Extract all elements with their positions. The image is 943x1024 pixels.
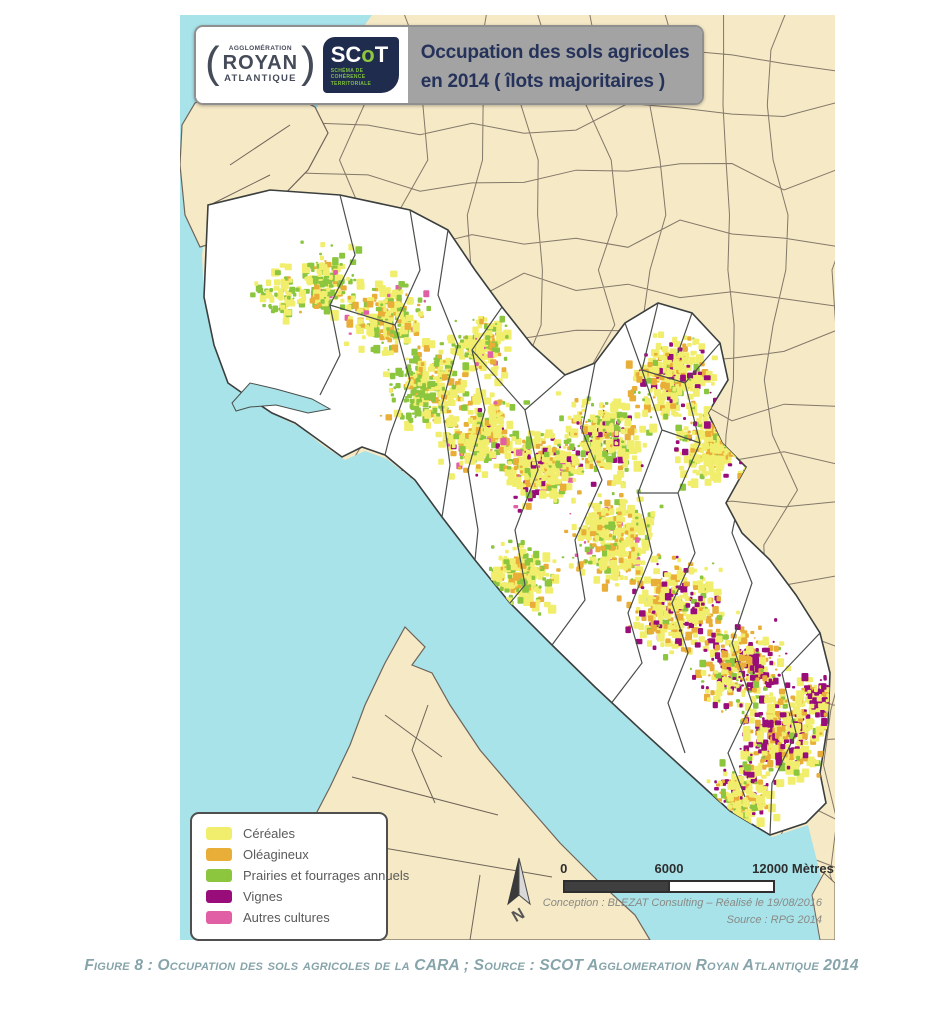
map-title-line2: en 2014 ( îlots majoritaires ) xyxy=(420,71,665,93)
compass-label: N xyxy=(509,905,529,926)
scot-subtitle: SCHÉMA DE COHÉRENCE TERRITORIALE xyxy=(330,67,372,87)
legend-swatch-prairies xyxy=(206,869,232,882)
legend-item-prairies: Prairies et fourrages annuels xyxy=(206,868,409,883)
credits-line1: Conception : BLEZAT Consulting – Réalisé… xyxy=(542,897,822,909)
legend-item-vignes: Vignes xyxy=(206,889,374,904)
medoc-lines xyxy=(319,704,553,940)
legend: Céréales Oléagineux Prairies et fourrage… xyxy=(190,812,409,941)
scale-bar-graphic xyxy=(563,880,775,893)
legend-label: Autres cultures xyxy=(243,910,330,925)
scot-logo: SCoT SCHÉMA DE COHÉRENCE TERRITORIALE xyxy=(322,36,399,94)
north-arrow-icon xyxy=(507,857,531,906)
scale-bar: 0 6000 12000 Mètres xyxy=(560,861,834,893)
legend-label: Oléagineux xyxy=(243,847,309,862)
map-svg xyxy=(180,15,835,940)
legend-swatch-autres xyxy=(206,911,232,924)
legend-swatch-cereales xyxy=(206,827,232,840)
cara-logo: ( AGGLOMÉRATION ROYAN ATLANTIQUE ) xyxy=(205,38,316,88)
scot-sc: SC xyxy=(330,41,362,67)
map-title-block: ( AGGLOMÉRATION ROYAN ATLANTIQUE ) SCoT … xyxy=(194,25,705,105)
figure-caption: Figure 8 : Occupation des sols agricoles… xyxy=(84,957,859,974)
cara-line1: AGGLOMÉRATION xyxy=(228,45,292,53)
compass: N xyxy=(502,905,536,926)
legend-item-cereales: Céréales xyxy=(206,826,374,841)
water-estuary xyxy=(180,15,830,940)
legend-item-oleagineux: Oléagineux xyxy=(206,847,374,862)
seudre-inlet xyxy=(231,382,332,414)
map-credits: Conception : BLEZAT Consulting – Réalisé… xyxy=(543,895,822,929)
legend-label: Céréales xyxy=(243,826,296,841)
cara-paren-open: ( xyxy=(205,38,220,88)
legend-swatch-vignes xyxy=(206,890,232,903)
map-title-line1: Occupation des sols agricoles xyxy=(420,42,690,63)
legend-swatch-oleagineux xyxy=(206,848,232,861)
cara-paren-close: ) xyxy=(301,38,316,88)
legend-label: Prairies et fourrages annuels xyxy=(243,868,410,883)
map-frame: ( AGGLOMÉRATION ROYAN ATLANTIQUE ) SCoT … xyxy=(180,15,835,941)
land-corner-se xyxy=(811,872,835,940)
island-lines xyxy=(209,124,291,206)
cara-line3: ATLANTIQUE xyxy=(224,72,297,84)
scale-tick-start: 0 xyxy=(560,861,568,876)
scale-tick-end: 12000 Mètres xyxy=(752,861,834,876)
logos-panel: ( AGGLOMÉRATION ROYAN ATLANTIQUE ) SCoT … xyxy=(196,27,408,103)
credits-line2: Source : RPG 2014 xyxy=(726,914,822,927)
scale-tick-mid: 6000 xyxy=(654,861,684,876)
scot-t: T xyxy=(374,41,389,67)
study-area-commune-borders xyxy=(319,194,821,835)
cara-line2: ROYAN xyxy=(222,51,299,74)
legend-label: Vignes xyxy=(243,889,283,904)
scot-o: o xyxy=(361,41,375,67)
map-title: Occupation des sols agricoles en 2014 ( … xyxy=(407,27,703,103)
legend-item-autres: Autres cultures xyxy=(206,910,374,925)
